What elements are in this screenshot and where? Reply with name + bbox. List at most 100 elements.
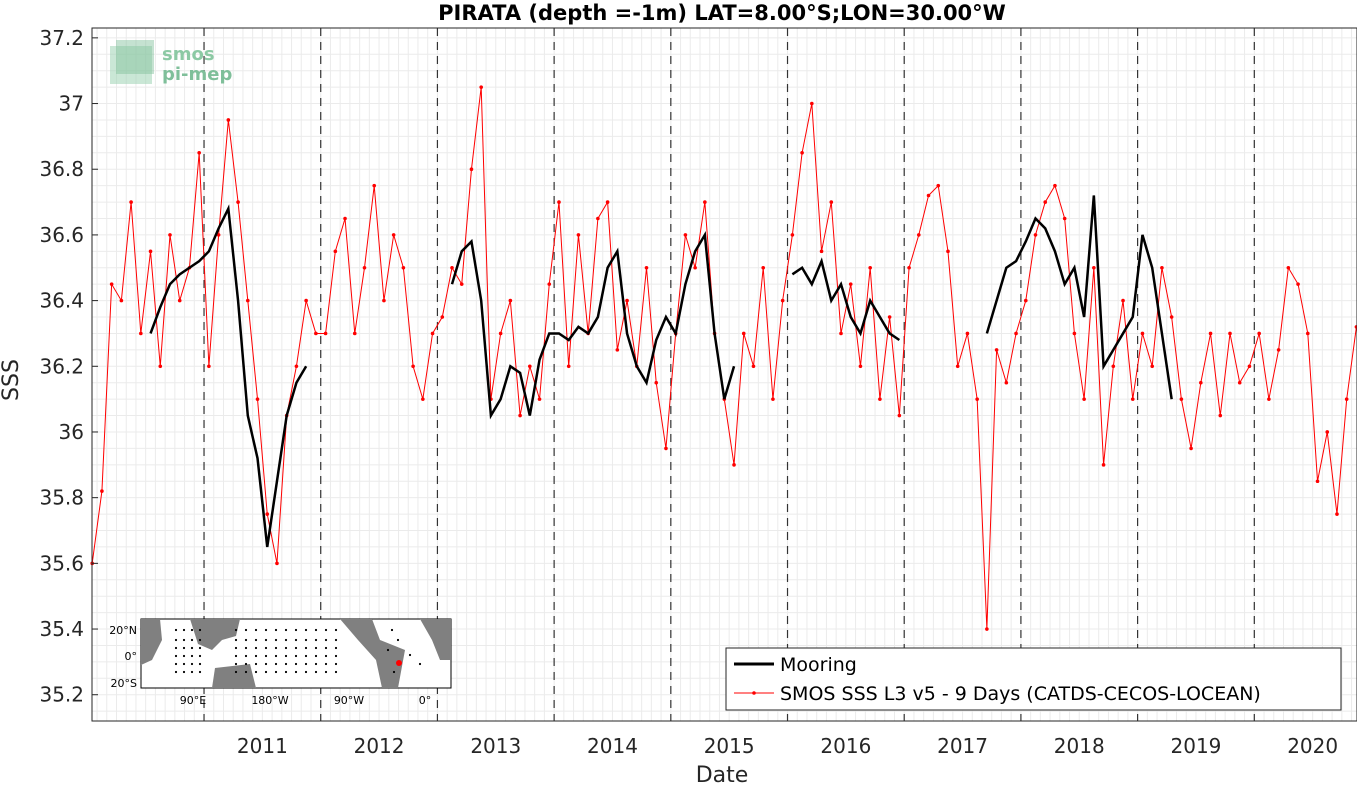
inset-buoy-dot bbox=[198, 654, 202, 658]
smos-point bbox=[683, 233, 688, 237]
inset-lon-90e: 90°E bbox=[180, 694, 206, 707]
smos-point bbox=[498, 331, 503, 336]
inset-buoy-dot bbox=[190, 654, 194, 658]
smos-point bbox=[868, 265, 872, 270]
inset-lon-180w: 180°W bbox=[251, 694, 288, 707]
smos-point bbox=[1082, 397, 1086, 401]
x-tick-label: 2014 bbox=[587, 734, 638, 758]
y-tick-label: 37 bbox=[59, 92, 84, 116]
x-tick-label: 2016 bbox=[820, 734, 871, 758]
smos-point bbox=[547, 282, 552, 286]
smos-point bbox=[965, 331, 970, 336]
inset-buoy-dot bbox=[182, 646, 186, 650]
smos-point bbox=[1208, 331, 1213, 336]
smos-point bbox=[654, 380, 659, 385]
smos-point bbox=[1247, 364, 1252, 369]
inset-land-asia bbox=[190, 619, 240, 650]
x-tick-labels: 2011 2012 2013 2014 2015 2016 2017 2018 2019 2020 bbox=[237, 734, 1338, 758]
inset-buoy-dot bbox=[198, 638, 202, 642]
inset-lat-20n: 20°N bbox=[109, 624, 137, 637]
smos-point bbox=[644, 265, 649, 270]
inset-buoy-dot bbox=[234, 670, 238, 674]
smos-point bbox=[275, 561, 279, 566]
inset-buoy-dot bbox=[284, 654, 288, 658]
x-tick-label: 2015 bbox=[704, 734, 755, 758]
smos-point bbox=[1228, 331, 1232, 336]
smos-point bbox=[605, 200, 610, 204]
smos-point bbox=[508, 298, 513, 303]
inset-buoy-dot bbox=[284, 638, 288, 642]
smos-point bbox=[177, 298, 182, 303]
inset-buoy-dot bbox=[264, 646, 268, 650]
inset-buoy-dot bbox=[244, 662, 248, 666]
legend-box bbox=[725, 647, 1342, 711]
inset-buoy-dot bbox=[274, 654, 278, 658]
smos-point bbox=[751, 364, 756, 369]
smos-point bbox=[1053, 183, 1057, 188]
smos-point bbox=[1023, 298, 1028, 303]
smos-point bbox=[780, 298, 785, 303]
smos-point bbox=[1305, 331, 1310, 336]
smos-point bbox=[790, 233, 795, 237]
smos-point bbox=[1296, 282, 1300, 286]
inset-buoy-dot bbox=[174, 646, 178, 650]
inset-buoy-dot bbox=[198, 670, 202, 674]
inset-buoy-dot bbox=[334, 654, 338, 658]
smos-point bbox=[1062, 216, 1067, 221]
y-tick-label: 35.2 bbox=[39, 683, 84, 707]
smos-point bbox=[421, 397, 425, 401]
smos-point bbox=[664, 446, 668, 451]
smos-point bbox=[216, 233, 221, 237]
smos-point bbox=[372, 183, 377, 188]
logo-text-pimep: pi-mep bbox=[162, 64, 232, 85]
inset-buoy-dot bbox=[334, 628, 338, 632]
smos-point bbox=[615, 348, 620, 352]
smos-point bbox=[897, 413, 902, 418]
smos-point bbox=[382, 298, 386, 303]
smos-point bbox=[1237, 380, 1242, 385]
inset-buoy-dot bbox=[254, 662, 258, 666]
inset-buoy-dot bbox=[254, 670, 258, 674]
inset-buoy-dot bbox=[182, 628, 186, 632]
inset-buoy-dot bbox=[294, 646, 298, 650]
smos-point bbox=[1121, 298, 1125, 303]
smos-point bbox=[1286, 265, 1291, 270]
inset-buoy-dot bbox=[264, 638, 268, 642]
inset-buoy-dot bbox=[274, 628, 278, 632]
plot-frame bbox=[91, 27, 1357, 722]
inset-buoy-dot bbox=[190, 646, 194, 650]
smos-point bbox=[352, 331, 357, 336]
y-tick-label: 36.8 bbox=[39, 157, 84, 181]
smos-point bbox=[265, 512, 270, 516]
smos-point bbox=[1140, 331, 1145, 336]
inset-land-americas bbox=[340, 619, 405, 688]
y-tick-label: 35.6 bbox=[39, 551, 84, 575]
inset-buoy-dot bbox=[274, 638, 278, 642]
smos-point bbox=[430, 331, 435, 336]
smos-point bbox=[304, 298, 308, 303]
inset-buoy-dot bbox=[392, 670, 396, 674]
smos-point bbox=[1315, 479, 1320, 484]
inset-buoy-dot bbox=[294, 662, 298, 666]
smos-point bbox=[440, 315, 445, 319]
chart-title: PIRATA (depth =-1m) LAT=8.00°S;LON=30.00… bbox=[438, 1, 1006, 25]
inset-buoy-dot bbox=[182, 662, 186, 666]
smos-point bbox=[810, 101, 814, 106]
x-tick-label: 2019 bbox=[1171, 734, 1222, 758]
inset-buoy-dot bbox=[304, 638, 308, 642]
smos-point bbox=[926, 193, 931, 198]
inset-buoy-dot bbox=[324, 628, 328, 632]
inset-buoy-dot bbox=[244, 654, 248, 658]
inset-buoy-dot bbox=[418, 662, 422, 666]
inset-buoy-dot bbox=[264, 670, 268, 674]
inset-buoy-dot bbox=[324, 662, 328, 666]
inset-buoy-dot bbox=[274, 646, 278, 650]
smos-point bbox=[391, 233, 396, 237]
inset-lat-20s: 20°S bbox=[111, 677, 137, 690]
smos-point bbox=[537, 397, 542, 401]
smos-point bbox=[994, 348, 999, 352]
smos-point bbox=[119, 298, 124, 303]
logo-text-smos: smos bbox=[162, 44, 215, 65]
inset-buoy-dot bbox=[174, 628, 178, 632]
smos-point bbox=[255, 397, 260, 401]
